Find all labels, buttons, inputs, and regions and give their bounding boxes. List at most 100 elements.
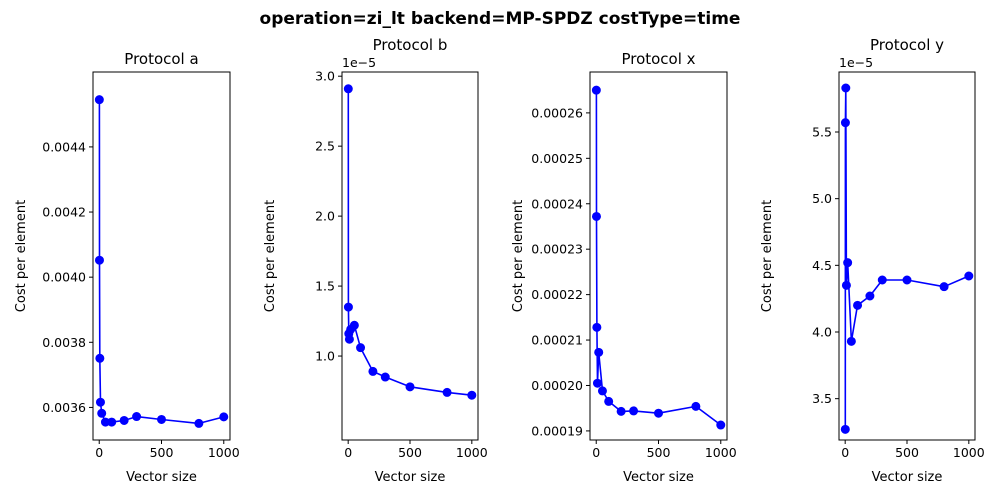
data-point — [902, 275, 912, 285]
y-tick-label: 0.00019 — [531, 423, 583, 438]
y-tick-label: 5.0 — [812, 191, 832, 206]
y-axis-label: Cost per element — [511, 200, 526, 312]
x-tick-label: 500 — [150, 445, 174, 460]
data-point — [442, 387, 452, 397]
y-tick-label: 0.00022 — [531, 287, 583, 302]
data-point — [343, 84, 353, 94]
y-tick-label: 0.0044 — [42, 139, 86, 154]
data-point — [840, 424, 850, 434]
data-point — [629, 406, 639, 416]
data-point — [594, 347, 604, 357]
y-tick-label: 5.5 — [812, 125, 832, 140]
data-point — [592, 378, 602, 388]
figure-suptitle: operation=zi_lt backend=MP-SPDZ costType… — [260, 9, 741, 29]
y-axis-label: Cost per element — [14, 200, 29, 312]
y-tick-label: 3.5 — [812, 391, 832, 406]
data-point — [95, 353, 105, 363]
data-point — [716, 420, 726, 430]
y-tick-label: 0.00025 — [531, 151, 583, 166]
data-point — [107, 417, 117, 427]
data-point — [591, 211, 601, 221]
x-tick-label: 1000 — [705, 445, 737, 460]
data-point — [597, 386, 607, 396]
x-tick-label: 0 — [95, 445, 103, 460]
series-line — [844, 87, 970, 430]
y-tick-label: 0.00023 — [531, 242, 583, 257]
x-axis-label: Vector size — [872, 470, 943, 485]
y-axis-label: Cost per element — [760, 200, 775, 312]
y-tick-label: 4.5 — [812, 258, 832, 273]
data-point — [691, 401, 701, 411]
data-point — [841, 83, 851, 93]
y-tick-label: 0.00021 — [531, 333, 583, 348]
data-point — [877, 275, 887, 285]
data-point — [616, 406, 626, 416]
data-point — [467, 390, 477, 400]
y-tick-label: 4.0 — [812, 325, 832, 340]
data-point — [219, 412, 229, 422]
subplot-title: Protocol a — [124, 50, 198, 68]
data-point — [132, 412, 142, 422]
y-offset-label: 1e−5 — [839, 55, 873, 70]
x-tick-label: 1000 — [208, 445, 240, 460]
subplot-2: Protocol b1e−5 0 500 1000 1.0 1.5 2.0 2.5 3.0 Vec… — [263, 36, 488, 485]
data-point — [97, 408, 107, 418]
data-point — [841, 280, 851, 290]
data-point — [343, 302, 353, 312]
subplot-title: Protocol b — [373, 36, 448, 54]
y-tick-label: 1.0 — [315, 349, 335, 364]
y-tick-label: 2.5 — [315, 139, 335, 154]
subplots: Protocol a 0 500 1000 0.0036 0.0038 0.0040 0.00… — [14, 36, 985, 485]
x-tick-label: 0 — [841, 445, 849, 460]
subplot-3: Protocol x 0 500 1000 0.00019 0.00020 0.00021 0… — [511, 50, 737, 485]
x-axis-label: Vector size — [126, 470, 197, 485]
y-axis-label: Cost per element — [263, 200, 278, 312]
data-point — [604, 396, 614, 406]
data-point — [194, 418, 204, 428]
data-point — [157, 414, 166, 424]
data-point — [939, 282, 949, 292]
y-tick-label: 3.0 — [315, 69, 335, 84]
x-tick-label: 0 — [344, 445, 352, 460]
data-point — [119, 415, 129, 425]
data-point — [840, 118, 850, 128]
y-tick-label: 0.00024 — [531, 196, 583, 211]
data-point — [865, 291, 875, 301]
data-point — [964, 271, 974, 281]
y-offset-label: 1e−5 — [342, 55, 376, 70]
data-point — [95, 397, 105, 407]
data-point — [94, 95, 104, 105]
x-tick-label: 0 — [592, 445, 600, 460]
y-tick-label: 0.00020 — [531, 378, 583, 393]
x-tick-label: 1000 — [953, 445, 985, 460]
y-tick-label: 0.0042 — [42, 205, 86, 220]
data-point — [380, 372, 390, 382]
data-point — [344, 334, 354, 344]
data-point — [349, 320, 359, 330]
x-tick-label: 500 — [895, 445, 919, 460]
series-line — [595, 90, 722, 426]
y-tick-label: 0.0038 — [42, 335, 86, 350]
x-axis-label: Vector size — [375, 470, 446, 485]
data-point — [356, 343, 366, 353]
y-tick-label: 2.0 — [315, 209, 335, 224]
x-tick-label: 1000 — [456, 445, 488, 460]
x-tick-label: 500 — [398, 445, 422, 460]
data-point — [591, 85, 601, 95]
data-point — [368, 366, 378, 376]
y-tick-label: 1.5 — [315, 279, 335, 294]
data-point — [654, 408, 663, 418]
data-point — [592, 322, 602, 332]
x-tick-label: 500 — [647, 445, 671, 460]
data-point — [405, 382, 415, 392]
subplot-title: Protocol x — [621, 50, 695, 68]
y-tick-label: 0.0040 — [42, 270, 86, 285]
data-point — [94, 255, 104, 265]
subplot-4: Protocol y1e−5 0 500 1000 3.5 4.0 4.5 5.0 5.5 Vec… — [760, 36, 985, 485]
subplot-title: Protocol y — [870, 36, 944, 54]
y-tick-label: 0.00026 — [531, 105, 583, 120]
x-axis-label: Vector size — [623, 470, 694, 485]
y-tick-label: 0.0036 — [42, 400, 86, 415]
